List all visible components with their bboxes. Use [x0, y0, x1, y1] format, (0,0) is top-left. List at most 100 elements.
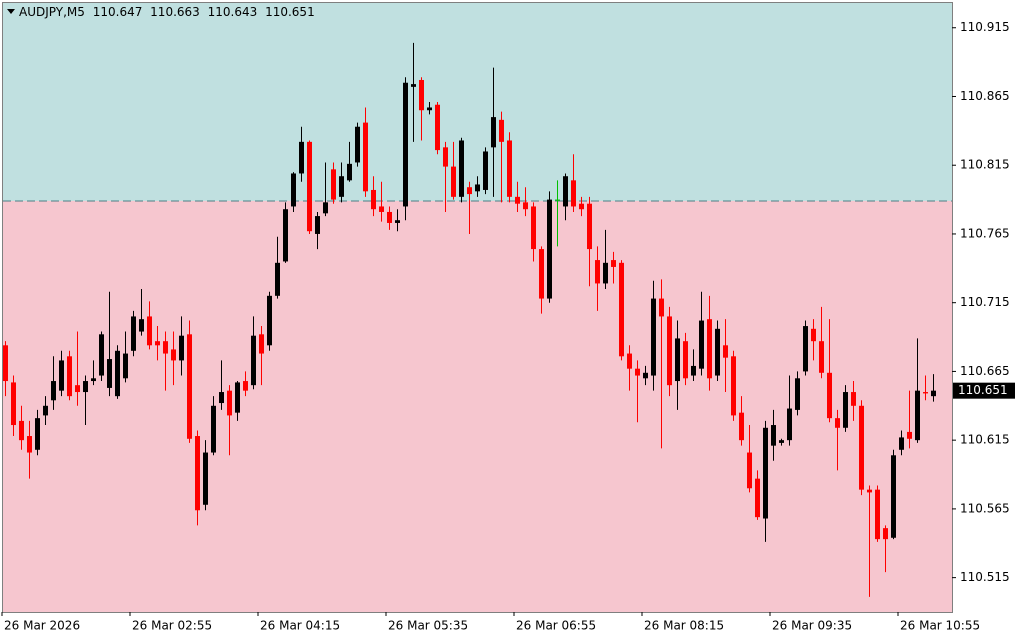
- y-tick-label: 110.615: [960, 433, 1010, 447]
- candle-body: [659, 298, 664, 317]
- candle-body: [51, 381, 56, 401]
- candle-body: [211, 405, 216, 453]
- last-open: 110.647: [92, 5, 143, 19]
- x-tick-label: 26 Mar 04:15: [260, 619, 340, 633]
- candle-body: [347, 163, 352, 181]
- candle-body: [539, 249, 544, 299]
- candle-body: [651, 298, 656, 376]
- candle-body: [515, 196, 520, 204]
- candle-body: [827, 372, 832, 419]
- chart-header: AUDJPY,M5 110.647 110.663 110.643 110.65…: [19, 5, 319, 19]
- x-tick-label: 26 Mar 10:55: [900, 619, 980, 633]
- x-tick-label: 26 Mar 09:35: [772, 619, 852, 633]
- candle-body: [499, 119, 504, 142]
- y-tick-label: 110.865: [960, 89, 1010, 103]
- candle-body: [483, 151, 488, 190]
- candle-body: [699, 320, 704, 369]
- candle-body: [907, 431, 912, 439]
- candle-body: [11, 382, 16, 426]
- candle-body: [67, 356, 72, 397]
- candle-body: [299, 141, 304, 174]
- candle-body: [451, 166, 456, 197]
- candle-body: [643, 372, 648, 379]
- candle-body: [195, 436, 200, 511]
- x-tick-label: 26 Mar 05:35: [388, 619, 468, 633]
- candle-body: [723, 345, 728, 358]
- last-close: 110.651: [265, 5, 315, 19]
- candles-layer: [3, 42, 936, 597]
- candle-body: [379, 206, 384, 212]
- candle-body: [99, 334, 104, 376]
- candle-body: [147, 316, 152, 346]
- menu-triangle[interactable]: [7, 9, 15, 14]
- candle-body: [411, 84, 416, 87]
- candle-body: [675, 338, 680, 382]
- candle-body: [587, 203, 592, 250]
- candle-body: [459, 140, 464, 197]
- candle-body: [563, 176, 568, 207]
- candle-body: [315, 216, 320, 234]
- zone-above: [3, 3, 952, 201]
- candle-body: [547, 199, 552, 299]
- y-tick-label: 110.665: [960, 364, 1010, 378]
- candle-body: [579, 203, 584, 210]
- candle-body: [507, 140, 512, 197]
- candle-body: [123, 353, 128, 379]
- candle-body: [779, 440, 784, 443]
- candle-body: [243, 381, 248, 391]
- candle-body: [795, 378, 800, 410]
- x-tick-label: 26 Mar 06:55: [516, 619, 596, 633]
- candle-body: [611, 260, 616, 267]
- candle-body: [443, 147, 448, 167]
- current-price-box: [953, 382, 1015, 399]
- candle-body: [419, 79, 424, 111]
- candle-body: [339, 176, 344, 197]
- candle-body: [875, 489, 880, 540]
- candle-body: [403, 82, 408, 207]
- candle-body: [107, 359, 112, 388]
- candle-body: [203, 452, 208, 505]
- candle-body: [715, 328, 720, 376]
- candle-body: [619, 262, 624, 357]
- y-tick-label: 110.915: [960, 20, 1010, 34]
- candle-body: [259, 334, 264, 354]
- candle-body: [739, 412, 744, 441]
- candle-body: [771, 425, 776, 446]
- candle-body: [187, 334, 192, 439]
- candle-body: [323, 202, 328, 214]
- candle-body: [899, 437, 904, 450]
- candle-body: [667, 316, 672, 386]
- candle-body: [883, 528, 888, 540]
- candle-body: [491, 117, 496, 148]
- candle-body: [171, 349, 176, 361]
- candle-body: [571, 180, 576, 207]
- candle-body: [3, 345, 8, 382]
- candle-body: [707, 319, 712, 379]
- candle-body: [811, 328, 816, 342]
- candle-body: [931, 390, 936, 397]
- candle-body: [251, 335, 256, 386]
- candle-body: [747, 452, 752, 489]
- candle-body: [435, 104, 440, 151]
- candle-body: [555, 199, 560, 201]
- candle-body: [267, 295, 272, 346]
- candle-body: [235, 382, 240, 413]
- x-tick-label: 26 Mar 2026: [4, 619, 80, 633]
- plot-frame: [2, 2, 953, 613]
- candle-body: [395, 220, 400, 223]
- x-tick-label: 26 Mar 02:55: [132, 619, 212, 633]
- candle-body: [283, 209, 288, 262]
- last-low: 110.643: [207, 5, 258, 19]
- candle-body: [691, 365, 696, 376]
- candle-body: [43, 405, 48, 416]
- candle-body: [683, 341, 688, 379]
- candle-body: [75, 385, 80, 393]
- candle-body: [843, 392, 848, 428]
- candle-body: [139, 319, 144, 332]
- candle-body: [115, 350, 120, 397]
- symbol-title: AUDJPY,M5: [19, 5, 85, 19]
- candle-body: [835, 418, 840, 428]
- candle-body: [891, 455, 896, 538]
